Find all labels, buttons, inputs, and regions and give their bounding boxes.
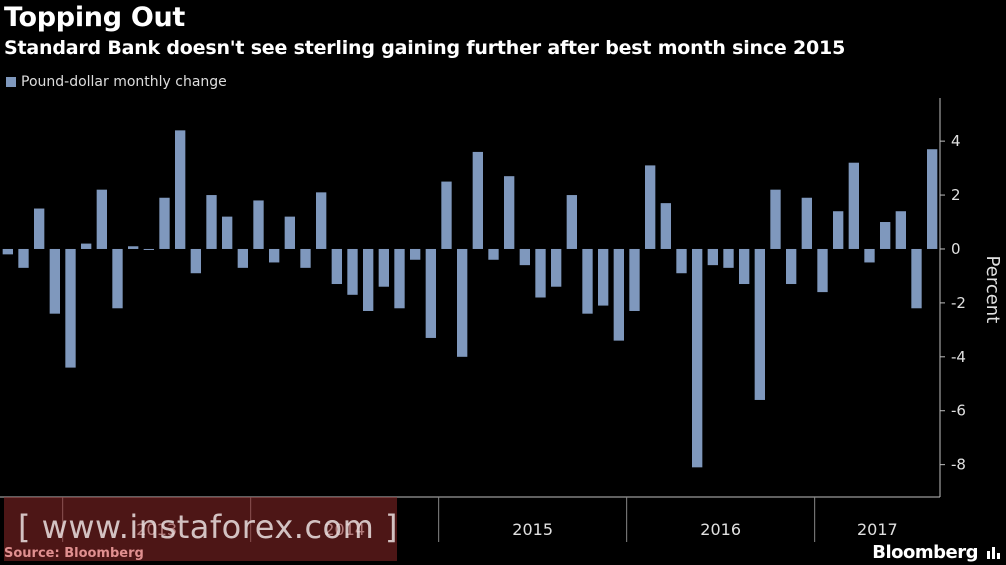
chart-subtitle: Standard Bank doesn't see sterling gaini… <box>4 37 846 59</box>
y-tick-label: -2 <box>951 294 966 312</box>
bar <box>597 248 609 306</box>
bar <box>362 248 374 311</box>
bar <box>707 248 719 266</box>
bar <box>174 130 186 249</box>
bar <box>754 248 766 400</box>
bar <box>879 222 891 249</box>
y-tick-label: 4 <box>951 132 961 150</box>
bar <box>2 248 14 255</box>
bar <box>895 211 907 249</box>
bar <box>96 189 108 249</box>
bar <box>738 248 750 285</box>
bar <box>18 248 29 268</box>
y-tick-label: -8 <box>951 456 966 474</box>
y-tick-label: -4 <box>951 348 966 366</box>
bar <box>456 248 468 357</box>
bar <box>190 248 202 274</box>
bar <box>848 162 860 249</box>
bar <box>785 248 797 285</box>
bar <box>832 211 844 249</box>
bar <box>80 243 92 249</box>
x-tick-label: 2015 <box>512 520 553 539</box>
bar <box>315 192 327 249</box>
bar <box>33 208 45 249</box>
bar <box>237 248 249 268</box>
bar <box>127 246 139 249</box>
bar <box>378 248 390 287</box>
bar <box>221 216 233 249</box>
bar-chart-icon <box>987 547 1000 559</box>
x-tick-label: 2017 <box>857 520 898 539</box>
bar <box>347 248 358 295</box>
source-note: Source: Bloomberg <box>4 546 144 561</box>
bar <box>864 248 875 263</box>
bar <box>112 248 123 309</box>
bar <box>253 200 264 249</box>
bar <box>926 149 938 249</box>
bar <box>284 216 296 249</box>
bar <box>159 197 170 249</box>
bar <box>691 248 703 468</box>
bar <box>143 248 155 250</box>
bar <box>582 248 593 314</box>
legend-swatch <box>6 77 16 87</box>
y-tick-label: -6 <box>951 402 966 420</box>
bar <box>644 165 656 249</box>
bar <box>723 248 734 268</box>
bar <box>488 248 499 260</box>
bar <box>535 248 546 298</box>
bar <box>550 248 562 287</box>
bar <box>472 151 484 249</box>
bar <box>65 248 76 368</box>
bar <box>425 248 437 338</box>
x-tick-label: 2016 <box>700 520 741 539</box>
y-tick-label: 0 <box>951 240 961 258</box>
legend-label: Pound-dollar monthly change <box>21 74 227 90</box>
bar <box>660 203 672 249</box>
y-tick-label: 2 <box>951 186 961 204</box>
bar <box>49 248 61 314</box>
legend: Pound-dollar monthly change <box>6 74 227 90</box>
watermark-box <box>4 497 397 561</box>
bar <box>394 248 405 309</box>
bar <box>817 248 828 293</box>
bar <box>629 248 640 311</box>
bar <box>613 248 625 341</box>
chart-title: Topping Out <box>4 2 186 33</box>
y-axis-title: Percent <box>982 256 1003 324</box>
bar <box>409 248 421 260</box>
bar <box>676 248 687 274</box>
bar <box>566 195 578 249</box>
bar <box>206 195 217 249</box>
bar <box>331 248 343 285</box>
bar <box>441 181 452 249</box>
bar <box>801 197 813 249</box>
bar <box>300 248 311 268</box>
bar <box>268 248 280 263</box>
watermark-text: [ www.instaforex.com ] <box>18 508 398 546</box>
bar <box>519 248 531 266</box>
bar <box>911 248 922 309</box>
bar <box>503 176 515 249</box>
bar <box>770 189 781 249</box>
brand-logo: Bloomberg <box>872 542 978 563</box>
